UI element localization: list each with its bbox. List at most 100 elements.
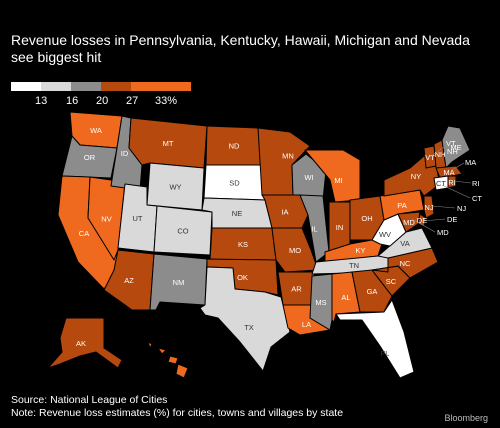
state-label-ga: GA — [367, 287, 378, 296]
callout-line-ct — [441, 184, 471, 199]
callout-line-de — [422, 218, 446, 222]
state-nc[interactable] — [371, 247, 439, 279]
legend-swatch-4 — [101, 82, 131, 91]
state-ma[interactable] — [435, 165, 463, 179]
state-label-ny: NY — [411, 172, 421, 181]
color-legend: 13 16 20 27 33% — [11, 82, 191, 109]
state-label-ak: AK — [76, 339, 86, 348]
state-ri[interactable] — [447, 175, 457, 189]
legend-tick-label: 33% — [155, 95, 178, 107]
state-label-al: AL — [341, 293, 350, 302]
callout-line-nj — [431, 205, 456, 209]
map-title: Revenue losses in Pennsylvania, Kentucky… — [11, 32, 470, 65]
callout-line-ma — [451, 162, 465, 171]
state-tx[interactable] — [199, 266, 291, 372]
state-label-or: OR — [84, 153, 96, 162]
legend-swatch-2 — [41, 82, 71, 91]
state-label-mo: MO — [289, 246, 301, 255]
legend-labels: 13 16 20 27 33% — [11, 95, 191, 109]
callout-label-nj: NJ — [457, 204, 466, 213]
legend-tick-label: 13 — [35, 95, 48, 107]
legend-tick-label: 16 — [66, 95, 79, 107]
state-label-ne: NE — [232, 209, 242, 218]
state-label-wa: WA — [90, 126, 102, 135]
state-label-ct: CT — [436, 179, 446, 188]
state-label-me: ME — [450, 143, 461, 152]
state-label-co: CO — [177, 227, 188, 236]
state-hi[interactable] — [147, 341, 189, 379]
callout-line-vt — [429, 146, 445, 158]
state-label-il: IL — [311, 225, 317, 234]
state-label-la: LA — [302, 320, 311, 329]
state-nj[interactable] — [423, 195, 435, 219]
state-label-mn: MN — [282, 152, 294, 161]
source-notes: Source: National League of Cities Note: … — [11, 394, 343, 420]
state-label-wv: WV — [379, 230, 391, 239]
legend-bar — [11, 82, 191, 91]
callout-label-vt: VT — [446, 139, 456, 148]
state-label-ar: AR — [291, 285, 302, 294]
state-label-nh: NH — [435, 150, 446, 159]
state-ak[interactable] — [47, 317, 123, 369]
state-label-ky: KY — [355, 246, 365, 255]
callout-line-nh — [439, 151, 447, 156]
state-label-nm: NM — [173, 278, 185, 287]
state-labels: WA OR CA NV ID MT WY UT AZ CO NM ND SD NE KS OK TX MN IA MO… — [76, 126, 462, 358]
legend-swatch-6 — [161, 82, 191, 91]
state-label-ri: RI — [448, 178, 456, 187]
state-label-tx: TX — [244, 323, 254, 332]
state-label-id: ID — [121, 149, 129, 158]
state-label-sc: SC — [386, 277, 397, 286]
state-label-ok: OK — [237, 273, 248, 282]
state-label-sd: SD — [229, 179, 240, 188]
state-or[interactable] — [61, 135, 118, 179]
note-text: Note: Revenue loss estimates (%) for cit… — [11, 407, 344, 419]
callout-label-md: MD — [437, 228, 449, 237]
state-label-ia: IA — [281, 208, 288, 217]
state-label-md: MD — [403, 218, 415, 227]
legend-tick-label: 20 — [96, 95, 109, 107]
state-label-ma: MA — [443, 168, 454, 177]
state-label-pa: PA — [397, 201, 406, 210]
state-label-va: VA — [400, 239, 409, 248]
callout-label-ma: MA — [465, 158, 476, 167]
state-label-ut: UT — [133, 214, 143, 223]
callout-label-ri: RI — [472, 179, 480, 188]
legend-tick-label: 27 — [126, 95, 139, 107]
callout-line-md — [411, 218, 436, 233]
state-label-ks: KS — [238, 240, 248, 249]
callout-line-ri — [453, 180, 472, 184]
state-ms[interactable] — [309, 273, 333, 331]
northeast-callouts — [411, 146, 472, 233]
state-label-vt: VT — [425, 153, 435, 162]
callout-label-nh: NH — [447, 147, 458, 156]
state-label-ca: CA — [79, 229, 89, 238]
state-label-fl: FL — [381, 349, 390, 358]
state-ga[interactable] — [351, 269, 393, 313]
callout-label-ct: CT — [472, 194, 482, 203]
state-label-mt: MT — [163, 139, 174, 148]
state-label-az: AZ — [124, 276, 134, 285]
state-label-wy: WY — [169, 183, 181, 192]
source-text: Source: National League of Cities — [11, 394, 168, 406]
state-label-nd: ND — [229, 142, 240, 151]
state-label-mi: MI — [334, 176, 342, 185]
state-label-oh: OH — [361, 214, 372, 223]
state-label-wi: WI — [304, 173, 313, 182]
state-il[interactable] — [299, 194, 330, 263]
legend-swatch-5 — [131, 82, 161, 91]
legend-swatch-3 — [71, 82, 101, 91]
state-label-in: IN — [336, 223, 344, 232]
state-fl[interactable] — [335, 299, 415, 379]
state-label-tn: TN — [349, 261, 359, 270]
state-label-de: DE — [417, 216, 427, 225]
callout-label-de: DE — [447, 215, 457, 224]
state-md[interactable] — [397, 211, 421, 233]
state-label-nj: NJ — [424, 203, 433, 212]
state-label-nc: NC — [400, 259, 411, 268]
legend-swatch-1 — [11, 82, 41, 91]
state-label-ms: MS — [315, 298, 326, 307]
bloomberg-logo: Bloomberg — [444, 413, 488, 423]
state-label-nv: NV — [101, 215, 111, 224]
